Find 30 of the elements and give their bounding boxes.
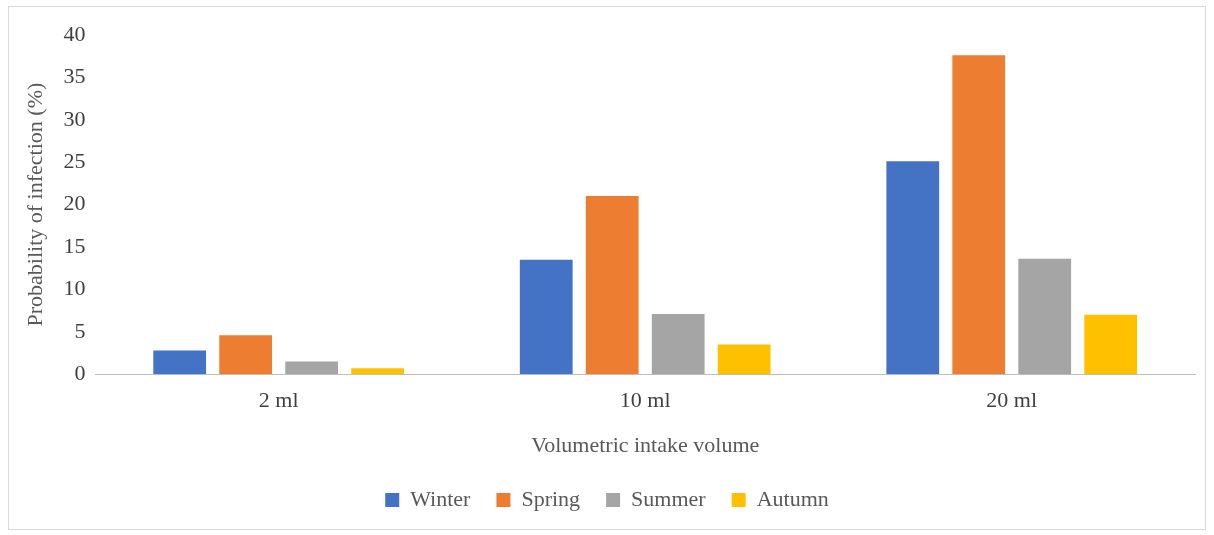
bar (952, 55, 1006, 375)
legend-label: Spring (521, 485, 581, 511)
y-tick-label: 30 (63, 105, 86, 131)
bar (1018, 258, 1072, 375)
legend-label: Summer (631, 485, 707, 511)
y-tick-label: 0 (74, 359, 86, 385)
bar (285, 361, 339, 375)
legend-label: Winter (410, 485, 472, 511)
bar (351, 368, 405, 375)
bar (886, 161, 940, 375)
bar (219, 335, 273, 375)
x-tick-label: 10 ml (619, 387, 671, 413)
y-tick-label: 35 (63, 63, 86, 89)
x-tick-label: 2 ml (258, 387, 299, 413)
bar (585, 196, 639, 375)
y-tick-label: 15 (63, 232, 86, 258)
y-tick-label: 40 (63, 20, 86, 46)
x-tick-label: 20 ml (986, 387, 1038, 413)
y-axis-title: Probability of infection (%) (21, 82, 47, 327)
legend-label: Autumn (756, 485, 829, 511)
y-tick-label: 25 (63, 147, 86, 173)
y-tick-label: 20 (63, 190, 86, 216)
bar (1084, 314, 1138, 375)
bar (651, 313, 705, 375)
bar (717, 344, 771, 375)
bar (153, 350, 207, 375)
y-tick-label: 5 (74, 317, 86, 343)
bar (519, 259, 573, 375)
x-axis-title: Volumetric intake volume (531, 431, 760, 457)
y-tick-label: 10 (63, 275, 86, 301)
